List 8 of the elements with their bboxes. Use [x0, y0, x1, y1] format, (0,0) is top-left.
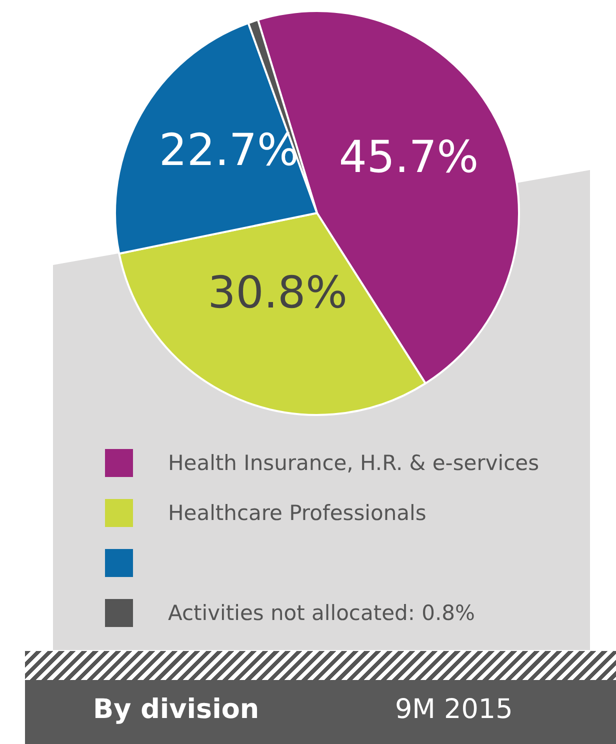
legend-label: Healthcare Professionals — [168, 501, 426, 525]
data-label: 30.8% — [208, 267, 348, 318]
legend-label: Activities not allocated: 0.8% — [168, 601, 475, 625]
text: By division — [93, 694, 260, 725]
legend-label: Health Insurance, H.R. & e-services — [168, 451, 540, 475]
text: 9M 2015 — [395, 694, 513, 725]
data-label: 22.7% — [158, 125, 299, 176]
data-label: 45.7% — [338, 132, 479, 184]
